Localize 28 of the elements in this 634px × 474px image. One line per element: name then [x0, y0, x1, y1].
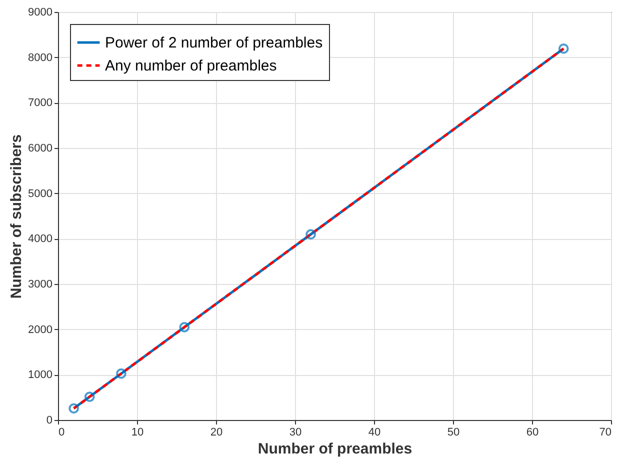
y-tick-label: 3000	[28, 278, 52, 290]
y-tick-label: 7000	[28, 97, 52, 110]
point	[84, 392, 95, 402]
y-tick-label: 2000	[28, 324, 52, 336]
y-tick-label: 0	[46, 414, 52, 426]
y-tick-label: 4000	[28, 233, 52, 246]
x-tick-label: 40	[368, 426, 381, 438]
y-axis-title: Number of subscribers	[8, 134, 26, 299]
point	[306, 229, 316, 240]
y-tick-label: 5000	[28, 188, 52, 200]
x-tick-label: 0	[58, 426, 65, 438]
point	[558, 43, 569, 54]
x-tick-label: 10	[131, 426, 144, 438]
y-tick-label: 1000	[28, 369, 52, 382]
legend-label: Any number of preambles	[105, 58, 277, 74]
x-tick-label: 20	[210, 426, 223, 438]
x-tick-label: 60	[526, 426, 539, 438]
legend-label: Power of 2 number of preambles	[105, 34, 323, 52]
point	[179, 322, 190, 332]
y-tick-label: 8000	[28, 52, 52, 64]
y-tick-label: 9000	[28, 6, 52, 18]
x-tick-label: 30	[289, 426, 302, 438]
x-tick-label: 70	[599, 426, 612, 438]
x-axis-title: Number of preambles	[258, 440, 412, 458]
point	[68, 403, 79, 414]
x-tick-label: 50	[447, 426, 460, 438]
y-tick-label: 6000	[28, 142, 52, 154]
point	[116, 368, 126, 379]
